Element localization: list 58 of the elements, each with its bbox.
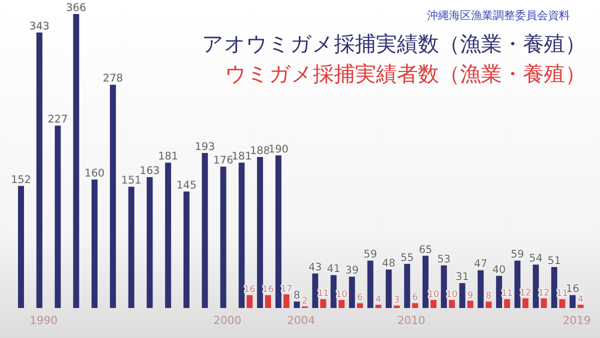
data-label: 11 [556, 289, 568, 300]
data-label: 181 [158, 150, 178, 163]
data-label: 9 [467, 290, 474, 301]
data-label: 366 [66, 2, 86, 14]
data-label: 181 [232, 150, 252, 163]
data-label: 3 [394, 296, 400, 306]
x-tick-label: 2004 [287, 314, 315, 327]
data-label: 12 [520, 288, 532, 298]
data-label: 151 [121, 174, 142, 187]
data-label: 227 [48, 114, 68, 126]
text: アオウミガメ採捕実績数（漁業・養殖） [202, 31, 586, 58]
data-label: 59 [364, 248, 378, 261]
data-label: 16 [244, 285, 256, 296]
data-label: 10 [428, 290, 440, 300]
data-label: 16 [262, 285, 274, 296]
data-label: 51 [548, 255, 561, 268]
data-label: 43 [308, 261, 322, 274]
data-label: 59 [510, 248, 524, 261]
data-label: 16 [566, 283, 580, 296]
data-label: 47 [474, 258, 488, 270]
data-label: 39 [345, 264, 359, 277]
text: ウミガメ採捕実績者数（漁業・養殖） [225, 61, 586, 88]
data-label: 55 [400, 252, 414, 264]
data-label: 6 [357, 293, 364, 304]
data-label: 11 [317, 289, 329, 300]
data-label: 17 [280, 284, 292, 294]
data-label: 193 [194, 140, 215, 153]
data-label: 145 [176, 180, 197, 192]
data-label: 343 [29, 20, 50, 32]
data-label: 65 [418, 244, 432, 256]
data-label: 4 [375, 294, 382, 305]
data-label: 10 [336, 290, 348, 300]
data-label: 8 [486, 292, 492, 302]
x-tick-label: 1990 [30, 314, 58, 327]
x-tick-label: 2000 [213, 314, 242, 327]
data-label: 163 [140, 165, 160, 178]
data-label: 278 [102, 72, 123, 85]
data-label: 10 [446, 290, 458, 300]
data-label: 48 [382, 257, 396, 270]
data-label: 53 [437, 253, 451, 266]
data-label: 11 [501, 289, 513, 300]
data-label: 6 [412, 293, 418, 304]
data-label: 40 [492, 264, 506, 276]
data-label: 190 [268, 143, 288, 156]
data-label: 188 [250, 144, 270, 157]
annotation: 沖縄海区漁業調整委員会資料 [427, 8, 570, 23]
data-label: 8 [293, 290, 300, 302]
x-tick-label: 2010 [397, 314, 426, 327]
data-label: 152 [10, 174, 32, 186]
data-label: 12 [538, 288, 550, 298]
data-label: 31 [456, 271, 469, 284]
data-label: 54 [529, 252, 543, 265]
x-tick-label: 2019 [562, 314, 591, 327]
data-label: 176 [213, 154, 234, 167]
data-label: 4 [578, 294, 584, 305]
data-label: 2 [302, 296, 308, 306]
data-label: 160 [84, 167, 105, 180]
data-label: 41 [326, 263, 340, 276]
